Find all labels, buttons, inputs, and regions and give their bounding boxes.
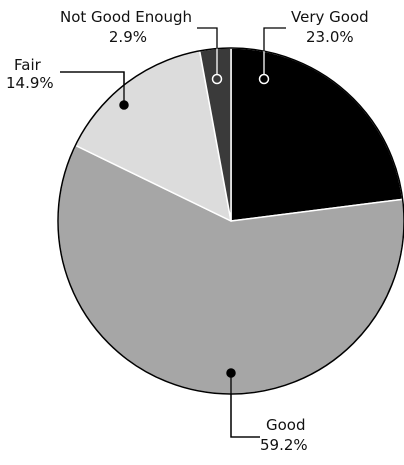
- callout-line-outer-good: [230, 394, 260, 438]
- label-fair-pct: 14.9%: [6, 74, 54, 92]
- label-fair-name: Fair: [14, 56, 42, 74]
- callout-line-outer-fair: [60, 71, 125, 86]
- callout-dot-good: [226, 368, 236, 378]
- label-not-good-enough-pct: 2.9%: [109, 28, 147, 46]
- pie-slices: [57, 47, 404, 395]
- callout-dot-not-good-enough: [211, 73, 223, 85]
- label-good-pct: 59.2%: [260, 436, 308, 454]
- callout-line-outer-very-good: [263, 27, 286, 52]
- callout-line-outer-not-good-enough: [197, 27, 218, 49]
- label-good-name: Good: [266, 416, 306, 434]
- label-very-good: Very Good 23.0%: [291, 8, 369, 46]
- pie-slice-very-good: [230, 47, 404, 222]
- callout-dot-very-good: [258, 73, 270, 85]
- label-good: Good 59.2%: [260, 416, 308, 454]
- callout-lines: [60, 27, 286, 438]
- label-not-good-enough: Not Good Enough 2.9%: [60, 8, 192, 46]
- callout-dot-fair: [119, 100, 129, 110]
- label-not-good-enough-name: Not Good Enough: [60, 8, 192, 26]
- label-very-good-name: Very Good: [291, 8, 369, 26]
- label-very-good-pct: 23.0%: [306, 28, 354, 46]
- label-fair: Fair 14.9%: [6, 56, 54, 92]
